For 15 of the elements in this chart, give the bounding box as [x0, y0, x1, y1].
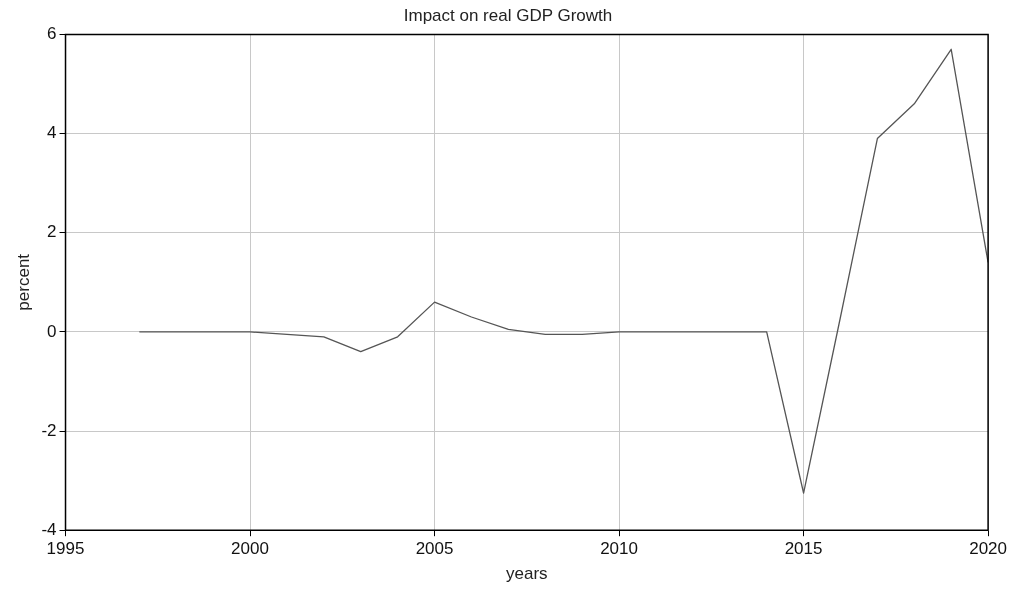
y-tick-label: 2	[47, 222, 57, 242]
x-tick-label: 1995	[46, 539, 85, 559]
y-tick-label: -2	[41, 420, 57, 440]
x-tick-label: 2000	[231, 539, 269, 559]
y-tick-label: -4	[41, 519, 57, 539]
x-axis-title: years	[506, 564, 548, 584]
x-tick-label: 2010	[600, 539, 638, 559]
x-tick-label: 2020	[969, 539, 1007, 559]
y-axis-title: percent	[13, 253, 33, 311]
y-tick-label: 4	[47, 123, 57, 143]
y-tick-label: 6	[47, 24, 57, 44]
y-tick-label: 0	[47, 321, 57, 341]
x-tick-label: 2015	[784, 539, 823, 559]
chart-title: Impact on real GDP Growth	[403, 5, 613, 25]
x-tick-label: 2005	[415, 539, 454, 559]
